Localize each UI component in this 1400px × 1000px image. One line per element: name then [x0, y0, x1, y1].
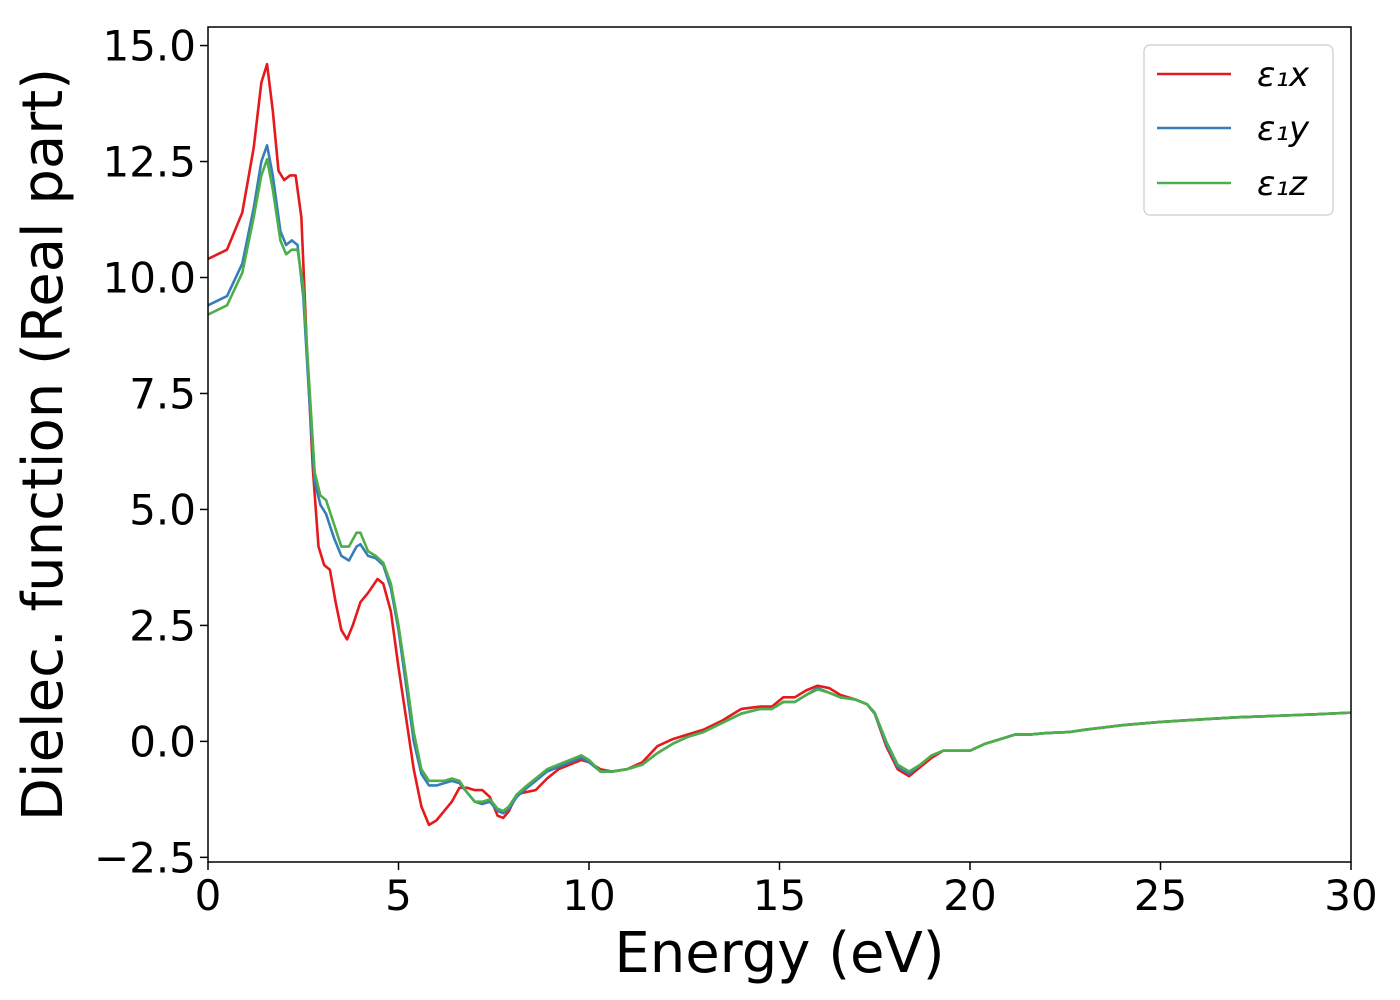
- x-tick-label: 15: [753, 871, 806, 920]
- y-tick-label: −2.5: [94, 833, 196, 882]
- y-tick-label: 0.0: [129, 717, 196, 766]
- legend-label-epsilon-1z: ε₁z: [1257, 164, 1308, 204]
- y-tick-label: 10.0: [102, 254, 196, 303]
- x-tick-label: 20: [943, 871, 996, 920]
- legend-box: [1143, 44, 1334, 216]
- legend: ε₁x ε₁y ε₁z: [1143, 44, 1334, 216]
- x-tick-label: 30: [1324, 871, 1377, 920]
- legend-label-epsilon-1y: ε₁y: [1257, 109, 1310, 149]
- x-tick-label: 5: [385, 871, 412, 920]
- y-axis: −2.5 0.0 2.5 5.0 7.5 10.0 12.5 15.0: [94, 22, 208, 882]
- x-tick-label: 0: [195, 871, 222, 920]
- x-axis: 0 5 10 15 20 25 30: [195, 862, 1378, 920]
- y-axis-title: Dielec. function (Real part): [11, 68, 76, 821]
- series-layer: [208, 62, 1351, 827]
- x-axis-title: Energy (eV): [614, 921, 944, 986]
- x-tick-label: 10: [562, 871, 615, 920]
- x-tick-label: 25: [1134, 871, 1187, 920]
- y-tick-label: 12.5: [102, 138, 196, 187]
- series-line-epsilon-1z: [208, 157, 1351, 813]
- y-tick-label: 5.0: [129, 485, 196, 534]
- y-tick-label: 2.5: [129, 601, 196, 650]
- y-tick-label: 15.0: [102, 22, 196, 71]
- y-tick-label: 7.5: [129, 369, 196, 418]
- legend-label-epsilon-1x: ε₁x: [1257, 55, 1310, 95]
